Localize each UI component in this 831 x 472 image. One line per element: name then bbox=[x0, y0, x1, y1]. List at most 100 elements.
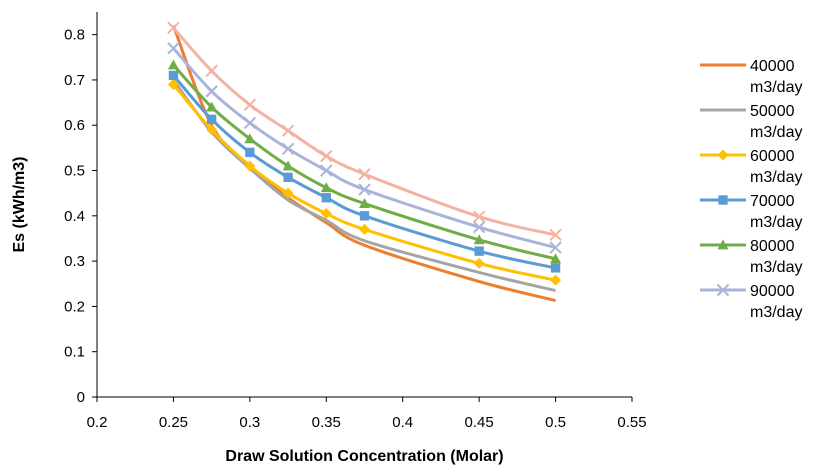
series-line bbox=[172, 25, 556, 302]
data-point bbox=[474, 246, 484, 256]
legend-unit: m3/day bbox=[750, 169, 802, 186]
data-point bbox=[550, 263, 561, 273]
legend-item: 40000 m3/day bbox=[700, 58, 802, 96]
data-point bbox=[320, 182, 332, 193]
legend-unit: m3/day bbox=[750, 124, 802, 141]
y-tick-label: 0.5 bbox=[64, 163, 85, 180]
x-tick-label: 0.45 bbox=[465, 414, 494, 431]
y-tick-label: 0.3 bbox=[64, 253, 85, 270]
x-axis-ticks: 0.2 0.25 0.3 0.35 0.4 0.45 0.5 0.55 bbox=[87, 397, 647, 431]
data-point bbox=[359, 211, 370, 221]
y-tick-label: 0.4 bbox=[64, 208, 85, 225]
data-point bbox=[206, 114, 217, 125]
series-line bbox=[172, 63, 556, 261]
legend-label: 80000 bbox=[750, 238, 795, 255]
data-point bbox=[321, 193, 331, 203]
legend-item: 80000 m3/day bbox=[700, 238, 802, 276]
data-point bbox=[282, 187, 294, 199]
data-point bbox=[472, 210, 486, 223]
data-point bbox=[473, 257, 485, 269]
y-tick-label: 0.6 bbox=[64, 117, 85, 134]
data-point bbox=[282, 160, 294, 171]
x-tick-label: 0.3 bbox=[239, 414, 260, 431]
data-point bbox=[167, 78, 179, 90]
series-line bbox=[172, 47, 556, 249]
series-layer bbox=[167, 21, 562, 302]
y-tick-label: 0.7 bbox=[64, 72, 85, 89]
legend: 40000 m3/day 50000 m3/day 60000 m3/day 70000 m3… bbox=[700, 58, 802, 321]
data-point bbox=[320, 208, 332, 220]
legend-marker bbox=[718, 195, 728, 205]
data-point bbox=[549, 228, 562, 242]
y-tick-label: 0.2 bbox=[64, 298, 85, 315]
legend-unit: m3/day bbox=[750, 79, 802, 96]
legend-label: 50000 bbox=[750, 103, 795, 120]
data-point bbox=[359, 223, 370, 235]
data-point bbox=[283, 172, 293, 182]
y-tick-label: 0 bbox=[77, 389, 85, 406]
data-point bbox=[167, 21, 180, 35]
series-40000 bbox=[172, 25, 556, 302]
data-point bbox=[359, 198, 370, 208]
legend-unit: m3/day bbox=[750, 259, 802, 276]
x-tick-label: 0.4 bbox=[392, 414, 413, 431]
data-point bbox=[205, 64, 218, 78]
legend-item: 50000 m3/day bbox=[700, 103, 802, 141]
data-point bbox=[549, 241, 562, 254]
legend-label: 60000 bbox=[750, 148, 795, 165]
data-point bbox=[281, 142, 295, 155]
data-point bbox=[320, 149, 333, 163]
data-point bbox=[245, 147, 255, 158]
data-point bbox=[244, 133, 256, 144]
data-point bbox=[206, 101, 218, 112]
data-point bbox=[358, 167, 371, 181]
series-60000 bbox=[167, 78, 562, 286]
y-tick-label: 0.8 bbox=[64, 27, 85, 44]
x-tick-label: 0.2 bbox=[87, 414, 108, 431]
data-point bbox=[550, 253, 562, 264]
y-axis-ticks: 0 0.1 0.2 0.3 0.4 0.5 0.6 0.7 0.8 bbox=[64, 27, 97, 406]
series-80000 bbox=[167, 59, 562, 264]
legend-marker bbox=[716, 283, 730, 297]
legend-marker bbox=[717, 239, 729, 250]
data-point bbox=[473, 234, 485, 245]
series-50000 bbox=[172, 79, 556, 293]
series-line bbox=[172, 26, 556, 237]
series-extra-6 bbox=[167, 21, 562, 242]
data-point bbox=[168, 70, 179, 81]
legend-marker bbox=[717, 149, 729, 161]
data-point bbox=[206, 124, 218, 136]
data-point bbox=[205, 85, 218, 98]
data-point bbox=[281, 124, 295, 137]
legend-item: 90000 m3/day bbox=[700, 283, 802, 321]
data-point bbox=[243, 116, 257, 130]
data-point bbox=[472, 220, 486, 234]
series-90000 bbox=[167, 42, 562, 254]
series-line bbox=[172, 83, 556, 282]
data-point bbox=[243, 98, 257, 112]
legend-label: 40000 bbox=[750, 58, 795, 75]
x-tick-label: 0.25 bbox=[159, 414, 188, 431]
legend-label: 90000 bbox=[750, 283, 795, 300]
data-point bbox=[320, 164, 333, 177]
legend-unit: m3/day bbox=[750, 304, 802, 321]
series-line bbox=[172, 74, 556, 270]
legend-item: 60000 m3/day bbox=[700, 148, 802, 186]
data-point bbox=[550, 274, 562, 286]
legend-item: 70000 m3/day bbox=[700, 193, 802, 231]
x-axis-title: Draw Solution Concentration (Molar) bbox=[225, 448, 503, 465]
series-70000 bbox=[168, 70, 561, 273]
y-tick-label: 0.1 bbox=[64, 344, 85, 361]
data-point bbox=[244, 160, 256, 172]
legend-unit: m3/day bbox=[750, 214, 802, 231]
data-point bbox=[358, 183, 371, 196]
x-tick-label: 0.35 bbox=[312, 414, 341, 431]
legend-label: 70000 bbox=[750, 193, 795, 210]
data-point bbox=[167, 59, 179, 70]
x-tick-label: 0.55 bbox=[617, 414, 646, 431]
x-tick-label: 0.5 bbox=[545, 414, 566, 431]
series-line bbox=[172, 79, 556, 293]
y-axis-title: Es (kWh/m3) bbox=[11, 156, 28, 252]
data-point bbox=[167, 42, 180, 55]
